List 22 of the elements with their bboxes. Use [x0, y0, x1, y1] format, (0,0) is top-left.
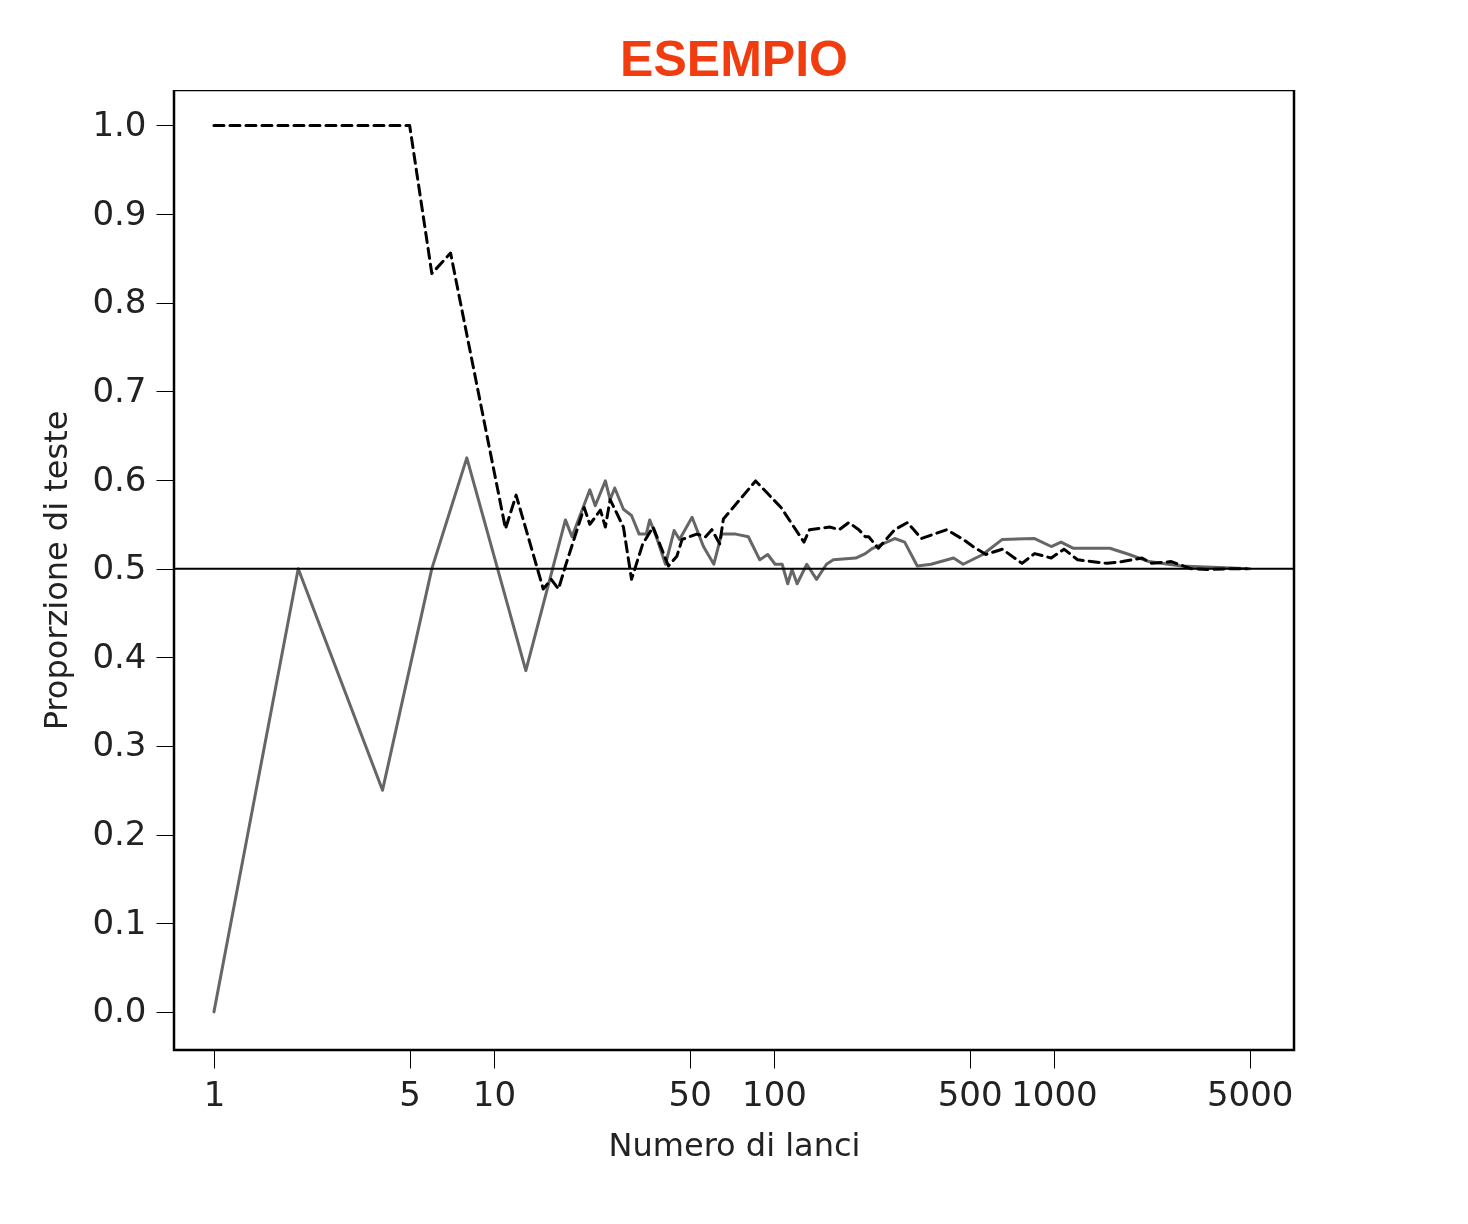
x-tick-label: 100	[741, 1073, 807, 1114]
x-tick-label: 50	[668, 1073, 712, 1114]
y-tick-label: 0.6	[92, 458, 147, 499]
y-tick-label: 0.5	[92, 547, 147, 588]
x-tick-label: 5000	[1206, 1073, 1294, 1114]
x-tick-label: 1000	[1011, 1073, 1098, 1114]
x-tick-label: 10	[472, 1073, 517, 1114]
y-tick-label: 1.0	[92, 103, 147, 144]
y-tick-label: 0.4	[92, 635, 147, 676]
y-tick-label: 0.3	[92, 724, 147, 765]
y-tick-label: 0.0	[92, 990, 147, 1031]
x-axis-title: Numero di lanci	[608, 1125, 861, 1164]
y-tick-label: 0.8	[92, 281, 147, 322]
y-tick-label: 0.9	[92, 192, 147, 233]
x-tick-label: 1	[203, 1073, 226, 1114]
y-axis-title: Proporzione di teste	[37, 410, 76, 731]
chart-title: ESEMPIO	[619, 30, 849, 89]
y-tick-label: 0.7	[92, 369, 147, 410]
y-tick-label: 0.2	[92, 813, 147, 854]
x-tick-label: 5	[399, 1073, 421, 1114]
x-tick-label: 500	[937, 1073, 1003, 1114]
y-tick-label: 0.1	[92, 901, 147, 942]
